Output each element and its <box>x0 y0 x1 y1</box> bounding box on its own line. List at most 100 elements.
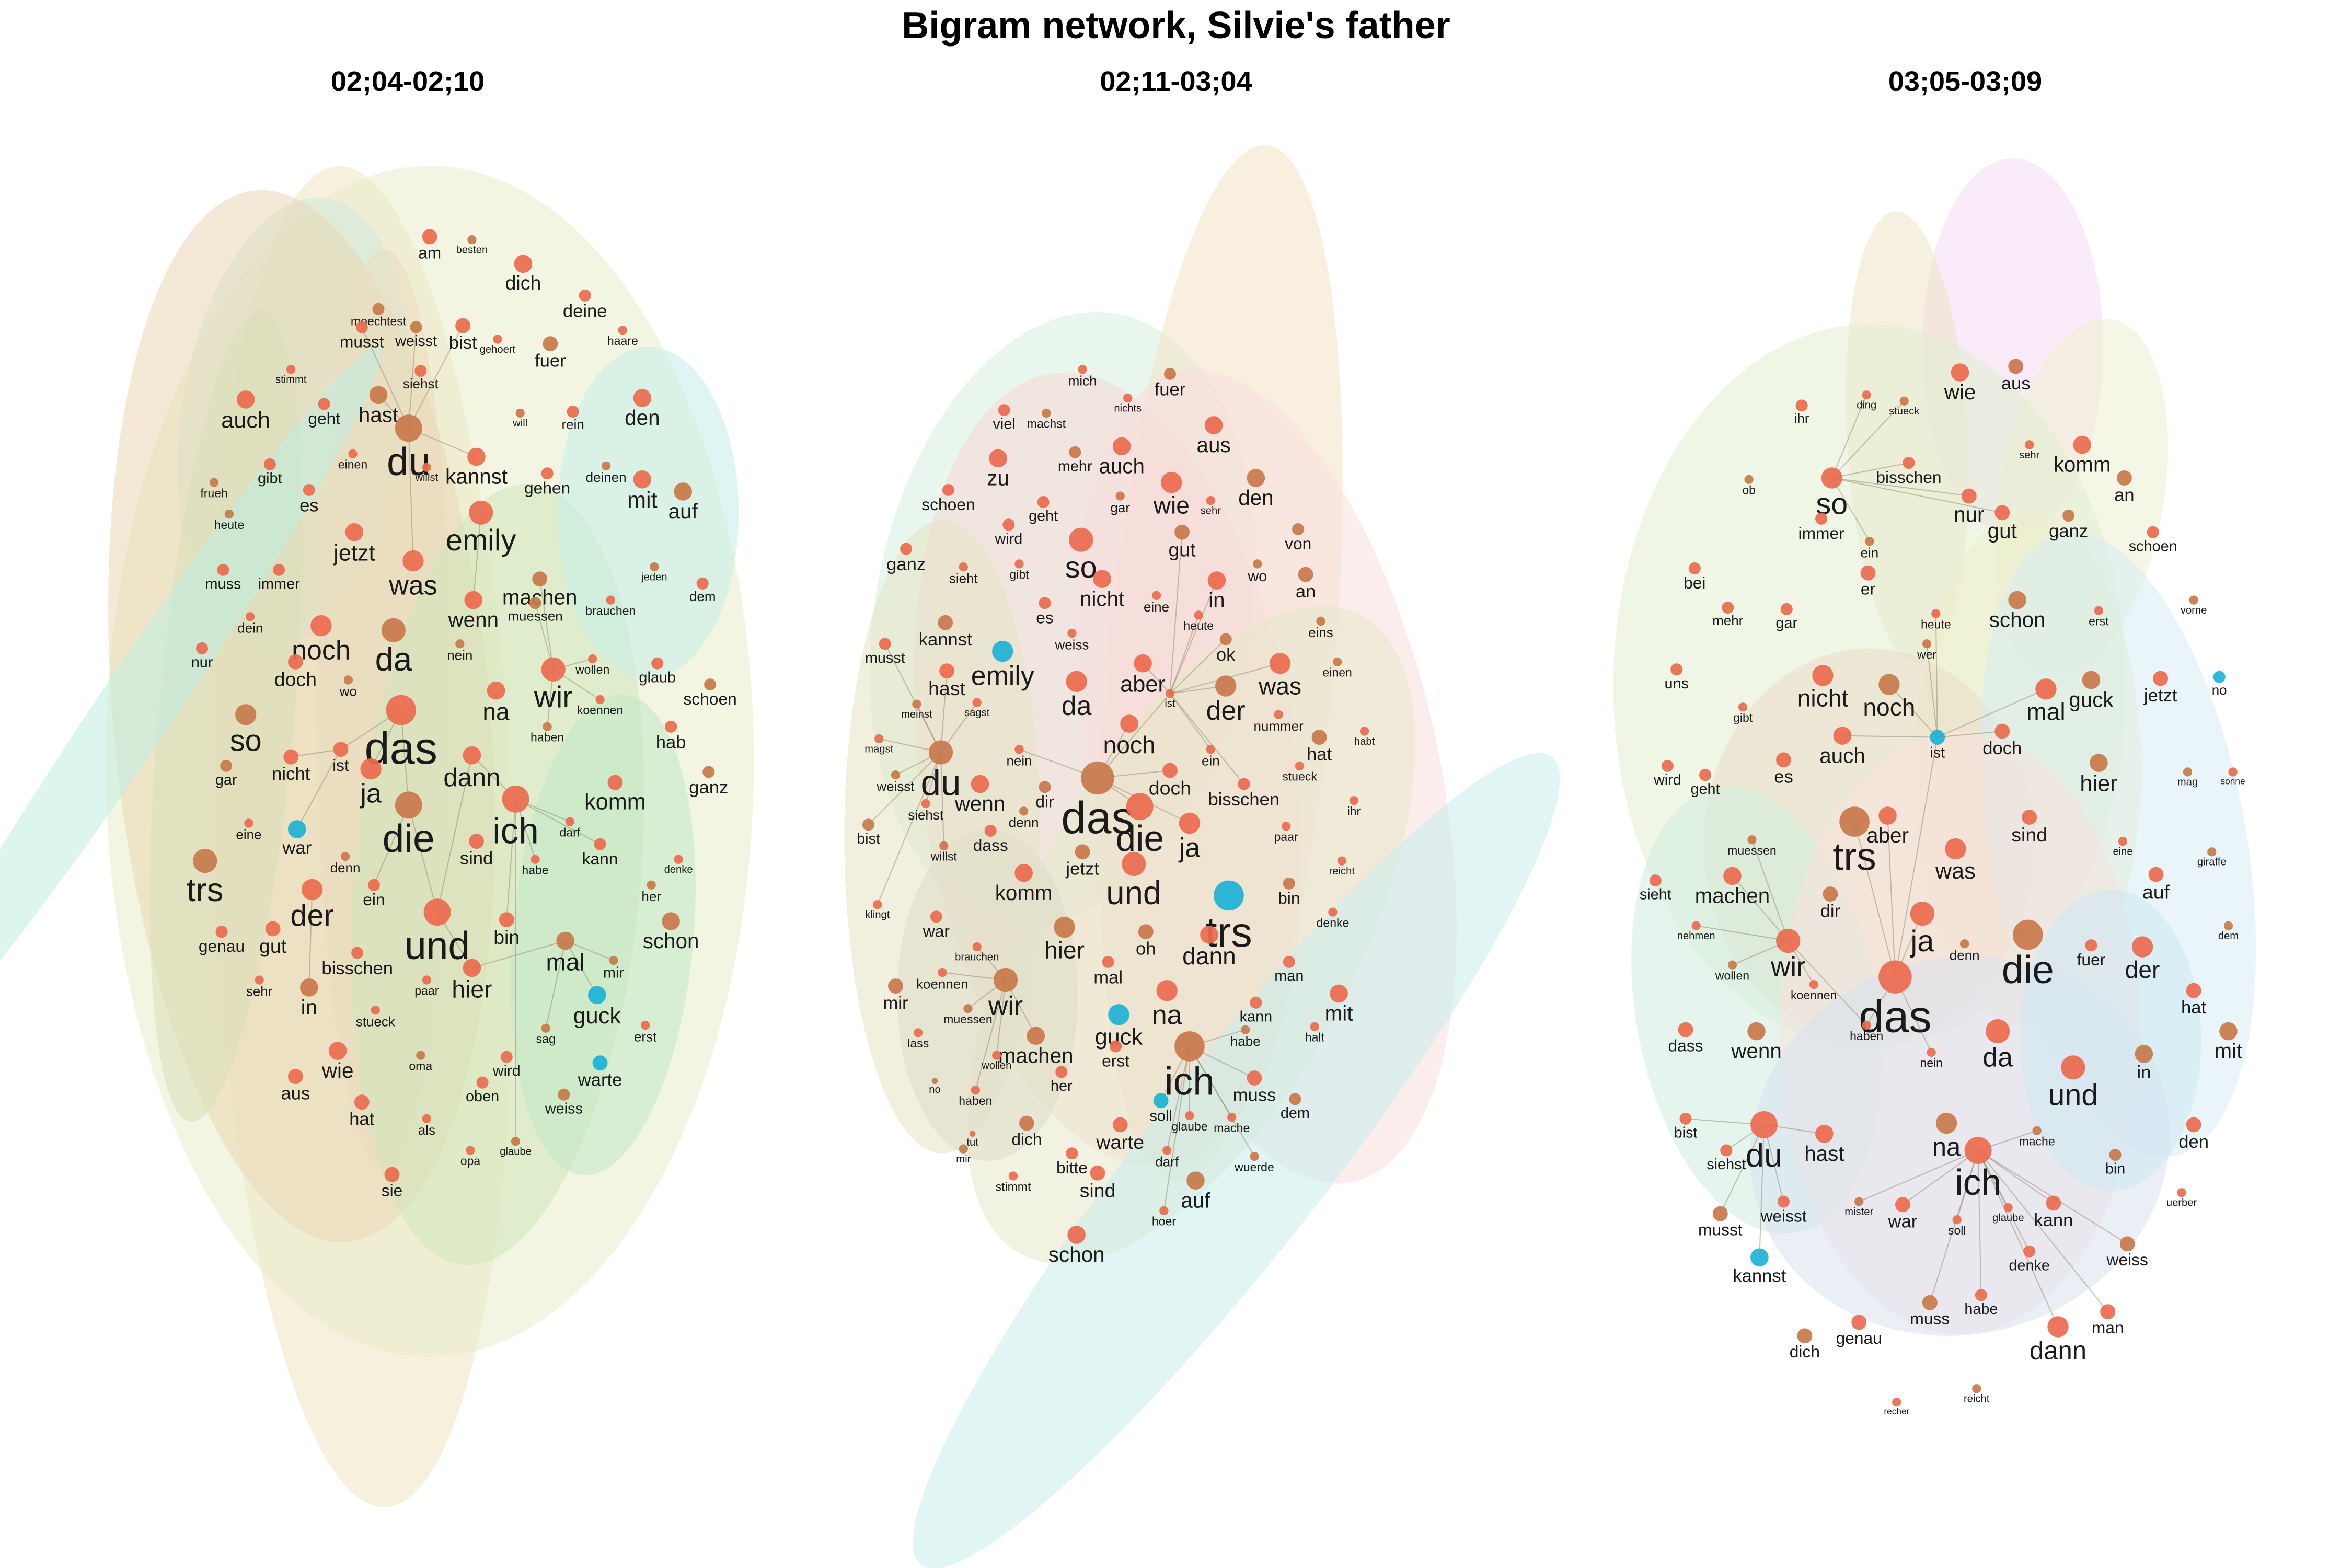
bigram-edge <box>1935 614 1938 737</box>
word-label: gut <box>1988 519 2017 543</box>
word-label: wollen <box>981 1060 1011 1071</box>
word-label: wollen <box>1715 969 1749 982</box>
word-node <box>369 386 388 405</box>
word-node <box>993 967 1018 993</box>
word-label: einen <box>338 458 367 471</box>
bigram-edge <box>400 710 409 805</box>
word-label: fuer <box>2077 950 2106 969</box>
word-label: musst <box>865 650 905 666</box>
bigram-edge <box>1831 477 1870 542</box>
word-node <box>2008 591 2026 609</box>
word-node <box>423 898 451 926</box>
word-label: nicht <box>1797 685 1849 712</box>
word-label: an <box>2114 485 2135 505</box>
word-label: gibt <box>258 470 282 487</box>
word-node <box>2228 767 2238 777</box>
word-label: eine <box>1144 599 1169 615</box>
word-label: magst <box>864 743 893 755</box>
word-node <box>1110 1040 1122 1053</box>
word-label: sonne <box>2221 776 2245 786</box>
word-label: gut <box>259 935 287 957</box>
word-node <box>1159 1206 1169 1215</box>
word-node <box>455 639 465 649</box>
word-node <box>1815 512 1828 525</box>
word-label: recher <box>1884 1406 1909 1416</box>
word-label: wer <box>1917 648 1936 661</box>
word-node <box>674 855 683 864</box>
word-node <box>1069 446 1081 458</box>
word-node <box>992 640 1013 662</box>
word-node <box>1165 689 1175 698</box>
word-label: du <box>921 762 961 803</box>
word-node <box>514 255 533 273</box>
bigram-edge <box>1169 615 1200 694</box>
word-node <box>1163 367 1176 380</box>
bigram-edge <box>373 804 409 885</box>
word-label: denn <box>1009 815 1039 831</box>
word-node <box>287 654 303 670</box>
word-node <box>255 975 264 985</box>
word-node <box>1215 675 1237 697</box>
word-node <box>2186 1117 2201 1133</box>
word-label: aus <box>1197 433 1231 457</box>
word-node <box>959 562 968 572</box>
word-label: na <box>482 698 510 725</box>
word-label: erst <box>1102 1051 1129 1070</box>
word-label: ein <box>1202 753 1220 768</box>
word-label: schon <box>643 929 699 953</box>
word-label: nein <box>447 647 472 663</box>
word-label: in <box>2137 1063 2151 1082</box>
word-label: kannst <box>445 465 508 489</box>
bigram-edge <box>1759 1124 1765 1258</box>
word-label: aber <box>1120 672 1166 697</box>
word-node <box>558 1088 570 1101</box>
word-node <box>1204 416 1223 434</box>
word-node <box>992 1051 1001 1060</box>
bigram-edge <box>1189 1046 1255 1157</box>
word-label: wie <box>1153 492 1190 519</box>
word-label: es <box>1774 767 1793 787</box>
word-label: machen <box>998 1043 1074 1067</box>
word-label: nicht <box>272 764 310 784</box>
word-label: hier <box>1044 936 1085 963</box>
word-label: denke <box>1317 916 1350 929</box>
word-label: kannst <box>1733 1266 1786 1286</box>
word-node <box>381 618 406 642</box>
word-node <box>2008 359 2024 374</box>
word-node <box>1138 924 1154 940</box>
word-node <box>1151 591 1161 601</box>
word-node <box>1206 745 1215 754</box>
word-label: es <box>1036 608 1054 627</box>
word-node <box>511 1137 521 1146</box>
word-label: weiss <box>2106 1250 2148 1269</box>
word-label: ganz <box>2049 521 2088 541</box>
word-node <box>1250 996 1262 1009</box>
word-label: geht <box>1690 781 1720 798</box>
word-label: mal <box>2026 698 2065 725</box>
word-node <box>220 759 233 772</box>
word-node <box>579 289 591 302</box>
word-label: weiss <box>1055 637 1089 652</box>
word-label: weiss <box>545 1100 583 1117</box>
word-node <box>665 720 677 733</box>
bigram-edge <box>1926 643 1938 737</box>
word-label: musst <box>340 332 384 351</box>
bigram-edge <box>471 940 566 969</box>
word-node <box>971 1085 980 1095</box>
word-node <box>2148 867 2164 882</box>
word-label: das <box>1061 793 1134 843</box>
word-label: was <box>388 570 437 601</box>
word-node <box>287 820 306 838</box>
word-label: an <box>1296 582 1316 602</box>
word-node <box>1075 844 1090 860</box>
word-node <box>972 698 982 707</box>
word-node <box>1738 702 1748 712</box>
word-node <box>1727 960 1737 970</box>
word-label: nichts <box>1114 402 1142 414</box>
word-label: hab <box>656 732 686 752</box>
word-label: dich <box>1011 1129 1042 1148</box>
bigram-edge <box>515 798 601 845</box>
word-label: so <box>1065 551 1097 584</box>
word-label: brauchen <box>955 951 999 963</box>
word-node <box>1250 1151 1259 1161</box>
